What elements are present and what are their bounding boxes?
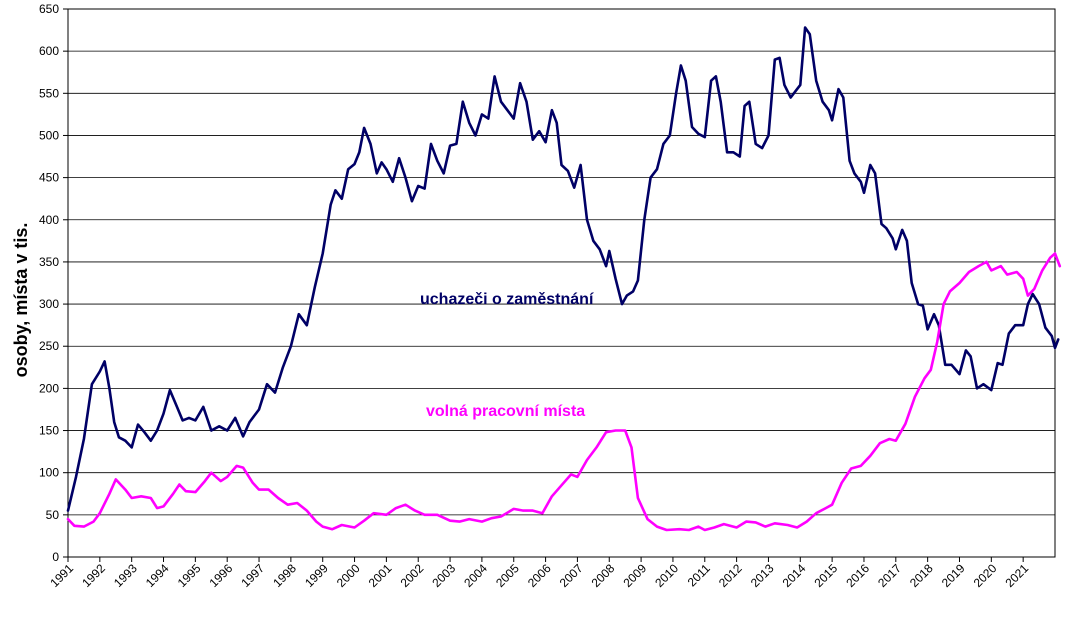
y-tick-label: 550: [39, 86, 59, 100]
x-tick-label: 2011: [685, 561, 713, 589]
x-tick-label: 1997: [238, 561, 267, 590]
y-axis-ticks: 0 50 100 150 200 250 300 350 400 450 500 550 600 650: [39, 2, 68, 564]
y-tick-label: 650: [39, 2, 59, 16]
x-tick-label: 2014: [780, 561, 809, 590]
y-tick-label: 100: [39, 466, 59, 480]
series-line-uchazeci: [66, 26, 1060, 512]
x-tick-label: 2008: [589, 561, 618, 590]
x-tick-label: 2004: [461, 561, 490, 590]
y-tick-label: 600: [39, 44, 59, 58]
x-tick-label: 2005: [493, 561, 522, 590]
x-tick-label: 1999: [302, 561, 331, 590]
x-axis-ticks: 1991 1992 1993 1994 1995 1996 1997 1998 1999 2000…: [47, 557, 1032, 590]
x-tick-label: 2006: [525, 561, 554, 590]
y-tick-label: 0: [52, 550, 59, 564]
x-tick-label: 2002: [398, 561, 427, 590]
x-tick-label: 1995: [175, 561, 204, 590]
x-tick-label: 2018: [907, 561, 936, 590]
annotation-volna-mista: volná pracovní místa: [426, 403, 585, 420]
y-tick-label: 300: [39, 297, 59, 311]
y-tick-label: 50: [46, 508, 60, 522]
x-tick-label: 2007: [557, 561, 586, 590]
x-tick-label: 2017: [875, 561, 904, 590]
x-tick-label: 1998: [270, 561, 299, 590]
x-tick-label: 1993: [111, 561, 140, 590]
x-tick-label: 2000: [334, 561, 363, 590]
x-tick-label: 2012: [716, 561, 745, 590]
x-tick-label: 2003: [429, 561, 458, 590]
x-tick-label: 1991: [47, 561, 76, 590]
y-tick-label: 250: [39, 339, 59, 353]
annotation-uchazeci: uchazeči o zaměstnání: [420, 291, 594, 308]
x-tick-label: 2013: [748, 561, 777, 590]
x-tick-label: 1992: [79, 561, 108, 590]
x-tick-label: 1994: [143, 561, 172, 590]
plot-area: [67, 8, 1056, 558]
series-line-volna-mista: [66, 252, 1062, 532]
y-tick-label: 350: [39, 255, 59, 269]
y-tick-label: 200: [39, 381, 59, 395]
x-tick-label: 2010: [652, 561, 681, 590]
y-axis-label: osoby, místa v tis.: [11, 223, 31, 378]
series-lines: [66, 26, 1062, 532]
x-tick-label: 2015: [811, 561, 840, 590]
y-tick-label: 500: [39, 128, 59, 142]
x-tick-label: 2009: [620, 561, 649, 590]
y-tick-label: 150: [39, 424, 59, 438]
y-tick-label: 400: [39, 213, 59, 227]
x-tick-label: 2021: [1003, 561, 1032, 590]
x-tick-label: 1996: [207, 561, 236, 590]
x-tick-label: 2016: [843, 561, 872, 590]
y-tick-label: 450: [39, 171, 59, 185]
x-tick-label: 2020: [971, 561, 1000, 590]
x-tick-label: 2019: [939, 561, 968, 590]
x-tick-label: 2001: [366, 561, 395, 590]
